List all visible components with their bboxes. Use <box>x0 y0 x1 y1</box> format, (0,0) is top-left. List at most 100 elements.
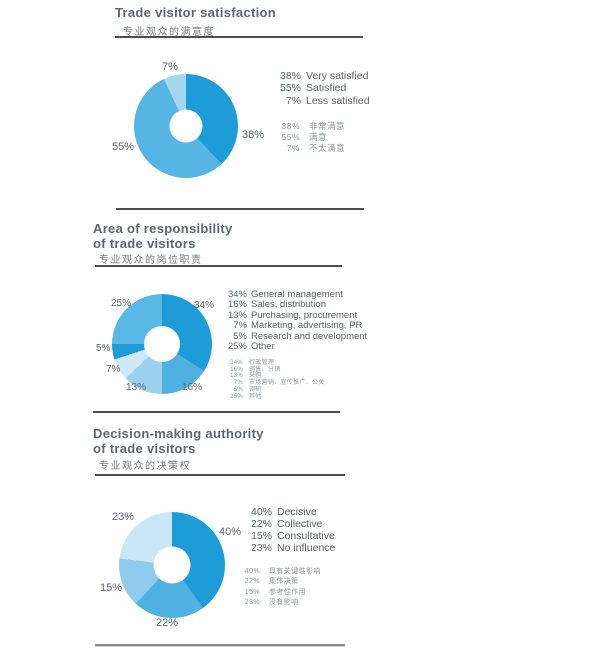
legend-percent: 55% <box>281 132 300 143</box>
legend-label: Purchasing, procurement <box>251 309 358 321</box>
legend-label: General management <box>251 289 343 300</box>
legend-percent: 7% <box>233 320 247 332</box>
legend-label: Consultative <box>277 529 335 542</box>
section3-header-rule <box>95 474 345 476</box>
legend-row: 5% Research and development <box>224 330 368 342</box>
legend-row: 23% 没有影响 <box>240 598 321 608</box>
legend-label: No influence <box>277 541 336 554</box>
legend-row: 40% 具有关键性影响 <box>240 567 321 577</box>
legend-percent: 38% <box>279 70 301 82</box>
legend-row: 7% Less satisfied <box>275 95 370 107</box>
section2-header-rule <box>95 265 342 267</box>
section3-title-line2: of trade visitors <box>93 441 196 456</box>
legend-row: 55% Satisfied <box>275 82 370 94</box>
legend-label: Less satisfied <box>306 94 370 107</box>
legend-row: 7% Marketing, advertising, PR <box>224 320 367 332</box>
legend-row: 15% Consultative <box>247 529 335 543</box>
legend-row: 25% Other <box>224 341 367 353</box>
legend-label: Research and development <box>251 330 368 342</box>
donut-hole <box>144 326 180 362</box>
legend-label: 满意 <box>309 132 328 143</box>
section2-title-line2: of trade visitors <box>93 236 196 251</box>
slice-label-decisive: 40% <box>219 526 242 538</box>
legend-row: 13% 采购 <box>227 373 325 380</box>
donut-chart-authority <box>119 512 225 618</box>
legend-percent: 22% <box>250 517 272 530</box>
section3-subtitle-zh: 专业观众的决策权 <box>99 461 191 472</box>
legend-label: Other <box>251 341 275 353</box>
legend-label: Sales, distribution <box>251 299 326 311</box>
legend-label: Satisfied <box>306 82 347 95</box>
legend-label: Very satisfied <box>306 70 369 82</box>
legend-row: 16% 销售、分销 <box>227 367 325 374</box>
page-bottom-rule <box>95 644 345 646</box>
legend-satisfaction-zh: 38% 非常满意 55% 满意 7% 不太满意 <box>276 121 345 155</box>
donut-hole <box>169 109 203 143</box>
legend-label: Decisive <box>277 506 317 518</box>
slice-label-other: 25% <box>111 298 132 309</box>
slice-label-sales: 16% <box>182 382 203 393</box>
legend-row: 22% Collective <box>247 517 335 531</box>
section2-subtitle-zh: 专业观众的岗位职责 <box>99 255 203 266</box>
legend-row: 15% 参考性作用 <box>240 588 321 598</box>
legend-percent: 7% <box>286 143 300 154</box>
legend-row: 5% 调研 <box>227 387 325 394</box>
section2-title-line1: Area of responsibility <box>93 221 233 236</box>
donut-chart-satisfaction <box>134 74 238 178</box>
legend-label: 采购 <box>249 373 262 380</box>
legend-row: 38% Very satisfied <box>275 70 370 82</box>
legend-label: 调研 <box>249 386 262 393</box>
legend-row: 34% General management <box>224 289 367 300</box>
slice-label-satisfied: 55% <box>112 141 135 153</box>
donut-chart-responsibility <box>112 294 212 394</box>
legend-row: 13% Purchasing, procurement <box>224 309 367 321</box>
legend-label: 行政管理 <box>249 360 275 366</box>
legend-label: 非常满意 <box>309 121 346 131</box>
legend-percent: 13% <box>227 309 247 321</box>
slice-label-purchasing: 13% <box>126 382 147 393</box>
legend-row: 16% Sales, distribution <box>224 299 367 311</box>
slice-label-no-influence: 23% <box>112 511 135 523</box>
legend-row: 55% 满意 <box>276 132 345 143</box>
legend-label: 没有影响 <box>269 599 299 607</box>
section1-closing-rule <box>116 208 364 210</box>
legend-percent: 38% <box>281 121 300 131</box>
slice-label-collective: 22% <box>156 617 179 629</box>
legend-percent: 25% <box>230 393 243 400</box>
legend-percent: 15% <box>250 529 272 542</box>
legend-percent: 5% <box>233 330 247 342</box>
legend-label: 参考性作用 <box>269 588 306 596</box>
legend-percent: 7% <box>233 380 243 387</box>
legend-row: 7% 市场营销、宣传推广、公关 <box>227 380 325 387</box>
legend-authority-zh: 40% 具有关键性影响 22% 集体决策 15% 参考性作用 23% 没有影响 <box>240 567 321 609</box>
legend-satisfaction-en: 38% Very satisfied 55% Satisfied 7% Less sati… <box>275 70 370 107</box>
legend-percent: 5% <box>233 386 243 393</box>
legend-label: 集体决策 <box>269 578 299 586</box>
legend-label: Collective <box>277 517 323 530</box>
donut-hole <box>153 546 191 584</box>
section1-title: Trade visitor satisfaction <box>115 5 276 20</box>
legend-percent: 23% <box>250 541 272 554</box>
legend-responsibility-en: 34% General management 16% Sales, distribut… <box>224 289 368 353</box>
legend-label: 不太满意 <box>309 143 346 154</box>
legend-responsibility-zh: 34% 行政管理 16% 销售、分销 13% 采购 7% 市场营销、宣传推广、公关 5% 调研 25… <box>227 360 325 400</box>
legend-label: Marketing, advertising, PR <box>251 320 363 332</box>
legend-percent: 15% <box>244 588 260 596</box>
section1-header-rule <box>115 36 363 38</box>
slice-label-general-management: 34% <box>194 300 215 311</box>
legend-percent: 22% <box>244 578 260 586</box>
legend-percent: 25% <box>227 341 247 353</box>
slice-label-very-satisfied: 38% <box>242 129 265 141</box>
legend-row: 38% 非常满意 <box>276 121 345 132</box>
section3-title-line1: Decision-making authority <box>93 426 264 441</box>
section2-closing-rule <box>93 411 340 413</box>
section1-subtitle-zh: 专业观众的满意度 <box>123 27 215 38</box>
legend-row: 7% 不太满意 <box>276 143 345 154</box>
legend-percent: 40% <box>244 568 260 575</box>
slice-label-less-satisfied: 7% <box>162 61 178 73</box>
slice-label-marketing: 7% <box>106 364 121 375</box>
legend-label: 其他 <box>249 393 262 400</box>
legend-row: 22% 集体决策 <box>240 577 321 587</box>
legend-percent: 13% <box>230 373 243 380</box>
